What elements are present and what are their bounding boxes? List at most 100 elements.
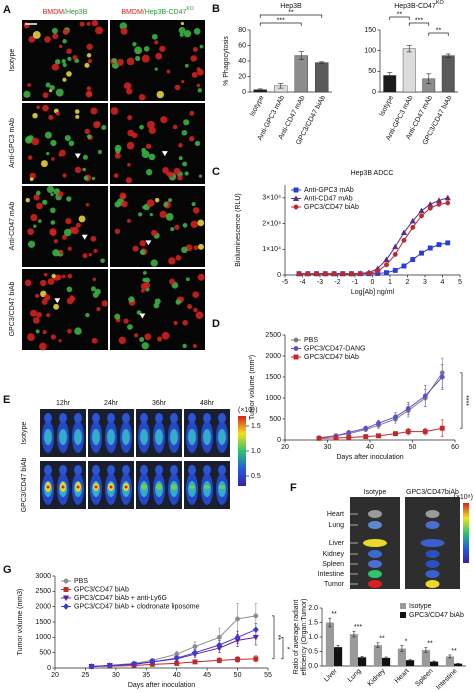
cell (86, 43, 93, 50)
point (296, 271, 302, 277)
cell (139, 240, 146, 247)
cell (127, 162, 131, 167)
x-tick-label: 25 (82, 672, 90, 679)
cell (24, 279, 32, 287)
mouse-head (44, 413, 52, 423)
series-line (91, 629, 257, 667)
cell (174, 84, 181, 91)
cell (43, 272, 48, 277)
cell (30, 309, 38, 317)
cell (93, 249, 98, 254)
arrowhead (145, 240, 152, 246)
cell (181, 246, 188, 254)
cell (126, 218, 131, 223)
x-tick-label: 50 (234, 672, 242, 679)
organ-label: Spleen (322, 561, 344, 568)
cell (50, 192, 54, 197)
cell (31, 137, 40, 146)
cell (144, 277, 150, 283)
signal (155, 429, 163, 445)
colorbar-unit: (×10⁹) (238, 407, 258, 414)
cell (91, 19, 99, 27)
cell (141, 147, 147, 153)
cell (161, 331, 170, 340)
cell (183, 119, 190, 126)
cell (100, 258, 105, 264)
significance-label: ** (288, 9, 294, 16)
point (305, 271, 311, 277)
chart-title: Hep3B ADCC (351, 170, 394, 177)
cell (182, 222, 188, 228)
cell (142, 205, 147, 210)
point (418, 207, 425, 214)
y-tick-label: 50 (368, 68, 376, 75)
y-tick-label: 1000 (35, 634, 51, 641)
cell (128, 296, 135, 303)
cell (190, 220, 199, 228)
cell (32, 316, 40, 324)
y-tick-label: 2500 (265, 332, 281, 339)
bar (441, 55, 455, 93)
cell (75, 114, 80, 119)
point (393, 431, 398, 437)
x-tick-label: Kidney (367, 667, 387, 687)
cell (132, 42, 137, 47)
point (322, 271, 328, 277)
cell (86, 134, 92, 139)
cell (123, 318, 129, 324)
cell (97, 149, 103, 155)
cell (143, 282, 151, 289)
cell (178, 143, 183, 148)
point (401, 263, 407, 269)
cell (192, 207, 200, 214)
point (191, 649, 199, 657)
header-part: BMDM (121, 9, 143, 16)
panel-label: C (212, 166, 220, 178)
significance-bracket (428, 32, 449, 36)
cell (146, 120, 155, 129)
title-text: Hep3B ADCC (351, 170, 394, 177)
point (346, 435, 352, 440)
cell (101, 300, 108, 307)
group-label: GPC3/CD47biAb (406, 489, 459, 496)
cell (126, 88, 133, 95)
cell (42, 104, 49, 112)
y-tick-label: 2500 (35, 588, 51, 595)
cell (145, 169, 153, 176)
cell (190, 55, 197, 62)
legend-marker (293, 354, 299, 360)
bar (358, 657, 367, 666)
cell (84, 62, 90, 68)
point (444, 194, 451, 201)
cell (66, 286, 73, 293)
series-line (299, 242, 448, 275)
cell (181, 129, 188, 136)
cell (193, 28, 201, 35)
mouse-head (59, 465, 67, 475)
x-axis-label: Log[Ab] ng/ml (351, 289, 395, 296)
cell (149, 213, 153, 217)
x-tick-label: 35 (142, 672, 150, 679)
micrograph (22, 269, 108, 350)
point (131, 660, 138, 668)
cell (85, 90, 93, 98)
cell (66, 48, 72, 54)
legend-marker (63, 578, 69, 584)
point (410, 224, 416, 230)
mouse-head (44, 465, 52, 475)
cell (167, 171, 174, 178)
cell (56, 111, 60, 116)
micrograph (110, 103, 205, 184)
bar (314, 62, 329, 93)
cell (193, 307, 198, 313)
cell (197, 243, 204, 250)
cell (191, 202, 196, 207)
point (346, 429, 352, 435)
cell (131, 132, 138, 139)
cell (49, 84, 55, 91)
cell (29, 177, 34, 181)
bar (454, 663, 463, 666)
y-axis-label: Tumor volume (mm3) (17, 589, 24, 656)
mouse-head (170, 413, 178, 423)
x-tick-label: 50 (409, 444, 417, 451)
